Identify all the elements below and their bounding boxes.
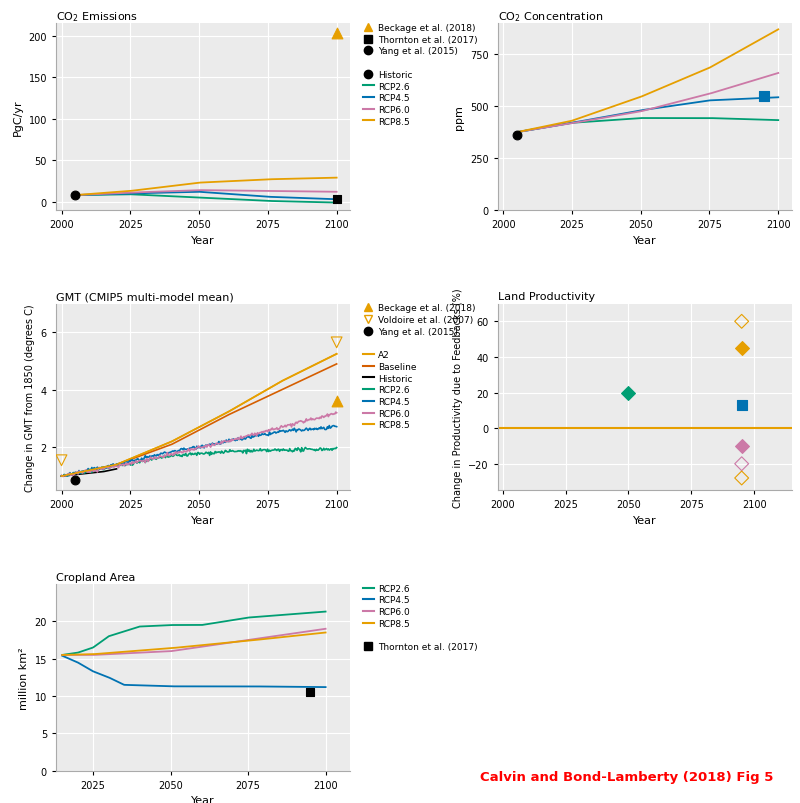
Text: GMT (CMIP5 multi-model mean): GMT (CMIP5 multi-model mean) [56, 292, 234, 302]
Point [55, 454, 68, 467]
Legend: Beckage et al. (2018), Voldoire et al. (2007), Yang et al. (2015), , A2, Baselin: Beckage et al. (2018), Voldoire et al. (… [359, 300, 479, 434]
Point [510, 129, 523, 143]
Y-axis label: million km²: million km² [19, 646, 29, 709]
X-axis label: Year: Year [191, 796, 215, 803]
Point [330, 395, 343, 408]
X-axis label: Year: Year [191, 235, 215, 246]
Point [330, 194, 343, 206]
Y-axis label: Change in GMT from 1850 (degrees C): Change in GMT from 1850 (degrees C) [25, 304, 35, 491]
Y-axis label: Change in Productivity due to Feedbacks (%): Change in Productivity due to Feedbacks … [453, 287, 462, 507]
Legend: Beckage et al. (2018), Thornton et al. (2017), Yang et al. (2015), , Historic, R: Beckage et al. (2018), Thornton et al. (… [359, 20, 482, 130]
Point [304, 686, 317, 699]
X-axis label: Year: Year [633, 235, 657, 246]
Y-axis label: ppm: ppm [454, 105, 464, 130]
Text: Cropland Area: Cropland Area [56, 572, 135, 582]
Legend: RCP2.6, RCP4.5, RCP6.0, RCP8.5, , Thornton et al. (2017): RCP2.6, RCP4.5, RCP6.0, RCP8.5, , Thornt… [359, 581, 482, 655]
Point [735, 472, 748, 485]
X-axis label: Year: Year [191, 516, 215, 525]
Point [330, 336, 343, 349]
Point [735, 316, 748, 328]
Point [69, 474, 82, 487]
Point [622, 386, 635, 399]
Point [735, 342, 748, 355]
Text: Land Productivity: Land Productivity [498, 292, 594, 302]
Point [69, 190, 82, 202]
Point [330, 27, 343, 40]
Point [735, 399, 748, 412]
Y-axis label: PgC/yr: PgC/yr [13, 99, 23, 136]
Text: Calvin and Bond-Lamberty (2018) Fig 5: Calvin and Bond-Lamberty (2018) Fig 5 [480, 770, 774, 783]
Text: CO$_2$ Concentration: CO$_2$ Concentration [498, 10, 602, 24]
Point [735, 458, 748, 471]
Text: CO$_2$ Emissions: CO$_2$ Emissions [56, 10, 138, 24]
Point [735, 440, 748, 453]
X-axis label: Year: Year [633, 516, 657, 525]
Point [758, 91, 771, 104]
